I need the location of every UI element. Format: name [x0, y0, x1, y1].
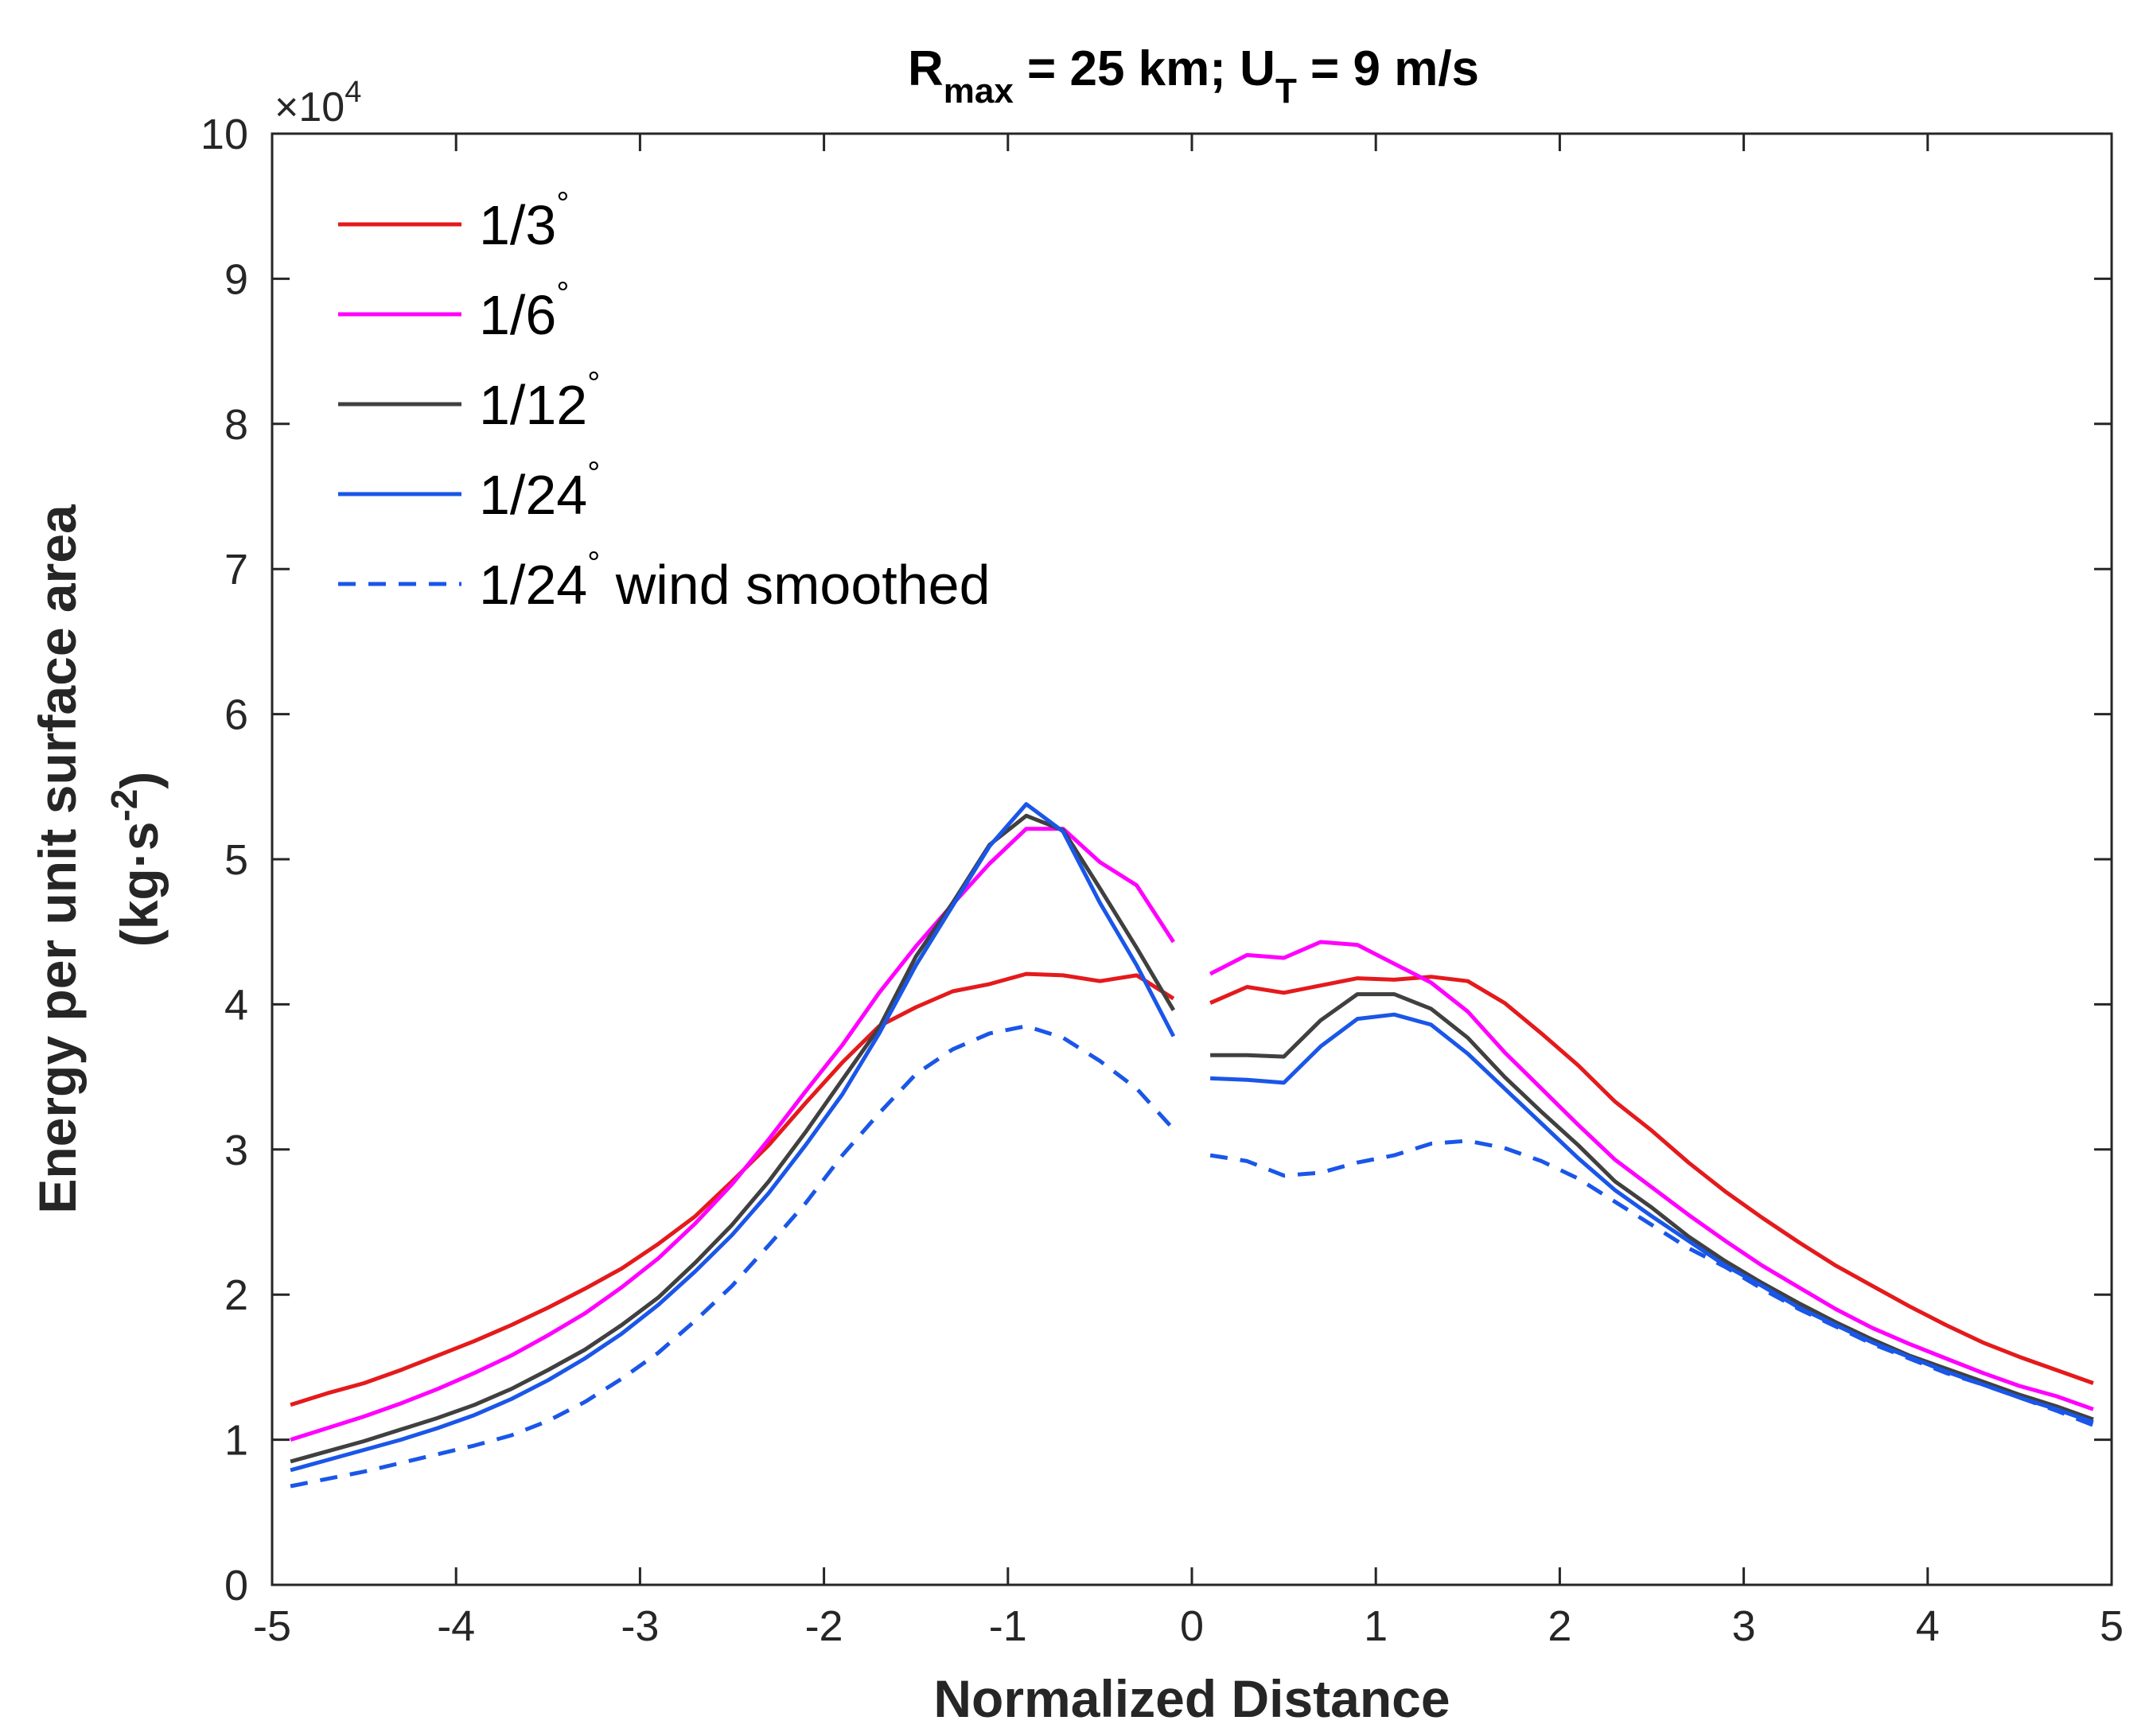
- x-tick-label: 3: [1732, 1602, 1756, 1650]
- legend-suffix: wind smoothed: [600, 554, 990, 616]
- exponent-power: 4: [345, 76, 361, 109]
- y-tick-label: 2: [224, 1271, 248, 1319]
- legend-degree: °: [556, 186, 569, 221]
- x-axis-title: Normalized Distance: [933, 1669, 1450, 1728]
- legend-name: 1/12: [479, 374, 587, 436]
- y-tick-label: 10: [201, 111, 248, 158]
- title-r: R: [908, 41, 944, 96]
- y-tick-label: 5: [224, 836, 248, 884]
- y-tick-label: 7: [224, 546, 248, 594]
- y-tick-label: 4: [224, 981, 248, 1029]
- series-line-3-left: [290, 802, 1176, 1473]
- y-tick-label: 1: [224, 1417, 248, 1465]
- exponent-prefix: ×10: [274, 84, 345, 130]
- legend-label: 1/12°: [479, 366, 600, 436]
- legend-label: 1/6°: [479, 276, 569, 346]
- y-units-sup: -2: [103, 789, 145, 822]
- legend-name: 1/3: [479, 194, 556, 256]
- series-line-0-right: [1209, 975, 2094, 1385]
- series-line-2-right: [1210, 992, 2094, 1422]
- legend-degree: °: [587, 546, 600, 581]
- tick-group: -5 -4 -3 -2 -1 0 1 2 3 4 5 0 1 2 3 4 5 6 7 8 9 10: [201, 111, 2124, 1650]
- y-axis-units: (kg·s-2): [103, 772, 169, 948]
- series-line-4-right: [1209, 1139, 2094, 1427]
- legend-label: 1/24°: [479, 456, 600, 526]
- legend-degree: °: [587, 366, 600, 401]
- y-tick-label: 8: [224, 401, 248, 449]
- legend-label: 1/3°: [479, 186, 569, 256]
- title-sub-t: T: [1275, 72, 1297, 111]
- title-mid: = 25 km; U: [1014, 41, 1275, 96]
- axes-frame: [271, 132, 2113, 1586]
- x-tick-label: 2: [1548, 1602, 1571, 1650]
- y-tick-label: 6: [224, 691, 248, 739]
- x-tick-label: 0: [1180, 1602, 1204, 1650]
- y-units-pre: (kg·s: [110, 822, 169, 948]
- legend: 1/3°1/6°1/12°1/24°1/24° wind smoothed: [338, 186, 991, 616]
- y-units-post: ): [110, 772, 169, 789]
- y-tick-label: 0: [224, 1562, 248, 1609]
- x-tick-label: -5: [253, 1602, 291, 1650]
- title-end: = 9 m/s: [1297, 41, 1479, 96]
- x-tick-label: -4: [437, 1602, 475, 1650]
- x-tick-label: -2: [805, 1602, 843, 1650]
- series-line-4-left: [290, 1024, 1175, 1489]
- legend-name: 1/24: [479, 554, 587, 616]
- x-tick-label: -3: [621, 1602, 659, 1650]
- chart-title: Rmax = 25 km; UT = 9 m/s: [908, 41, 1479, 111]
- legend-degree: °: [587, 456, 600, 491]
- x-tick-label: 4: [1916, 1602, 1940, 1650]
- plot-area: [272, 134, 2112, 1585]
- y-axis-title: Energy per unit surface area: [28, 504, 87, 1214]
- series-line-1-right: [1209, 940, 2094, 1411]
- legend-label: 1/24° wind smoothed: [479, 546, 991, 616]
- y-exponent-label: ×104: [274, 76, 361, 130]
- title-sub-max: max: [944, 72, 1014, 111]
- legend-name: 1/6: [479, 284, 556, 346]
- legend-name: 1/24: [479, 464, 587, 526]
- x-tick-label: -1: [989, 1602, 1027, 1650]
- series-line-1-left: [290, 827, 1175, 1442]
- y-tick-label: 9: [224, 255, 248, 303]
- legend-degree: °: [556, 276, 569, 311]
- series-group: [290, 802, 2094, 1489]
- x-tick-label: 1: [1364, 1602, 1388, 1650]
- x-tick-label: 5: [2100, 1602, 2124, 1650]
- y-tick-label: 3: [224, 1127, 248, 1174]
- series-line-2-left: [290, 813, 1176, 1464]
